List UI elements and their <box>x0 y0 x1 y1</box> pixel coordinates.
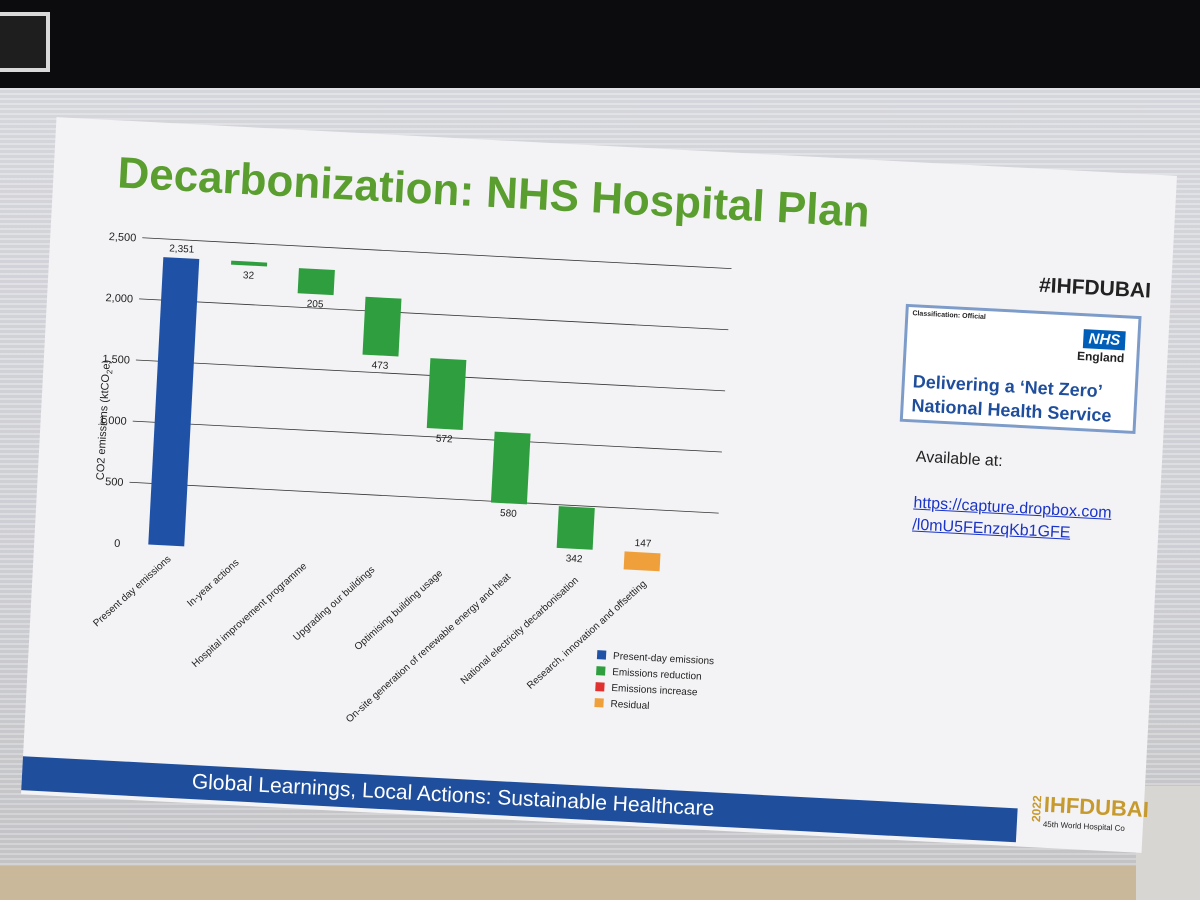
nhs-logo-subtitle: England <box>1076 348 1125 366</box>
legend-swatch <box>595 682 605 692</box>
waterfall-bar <box>556 506 595 550</box>
x-tick-label: On-site generation of renewable energy a… <box>344 571 513 725</box>
y-tick-label: 2,500 <box>108 231 136 244</box>
data-label: 342 <box>565 553 583 565</box>
data-label: 147 <box>634 538 652 550</box>
waterfall-bar <box>297 268 335 296</box>
legend-swatch <box>594 698 604 708</box>
waterfall-bar <box>623 551 661 572</box>
ihf-tagline: 45th World Hospital Co <box>1042 819 1126 833</box>
x-tick-label: Present day emissions <box>91 554 173 629</box>
hashtag: #IHFDUBAI <box>1038 273 1152 303</box>
ihf-name: IHFDUBAI <box>1043 791 1150 823</box>
stage-floor <box>0 866 1200 900</box>
waterfall-chart: 2,500 2,000 1,500 1,000 500 0 2,351 32 205 473 57… <box>91 231 732 725</box>
waterfall-bar <box>426 358 467 430</box>
ihf-year: 2022 <box>1028 795 1045 823</box>
nhs-report-card[interactable]: Classification: Official NHS England Del… <box>899 303 1142 435</box>
data-label: 32 <box>243 270 255 282</box>
ihf-dubai-logo: 2022 IHFDUBAI 45th World Hospital Co <box>1028 789 1150 851</box>
legend-label: Emissions increase <box>611 683 698 699</box>
waterfall-bar <box>231 260 268 267</box>
data-label: 473 <box>371 360 389 372</box>
available-at-label: Available at: <box>915 448 1004 471</box>
y-tick-layer: 2,500 2,000 1,500 1,000 500 0 <box>99 231 137 550</box>
x-tick-label: National electricity decarbonisation <box>459 575 581 687</box>
classification-label: Classification: Official <box>912 310 987 322</box>
y-tick-label: 500 <box>105 476 124 489</box>
slide: Decarbonization: NHS Hospital Plan #IHFD… <box>21 117 1177 853</box>
x-tick-label: Hospital improvement programme <box>190 561 310 670</box>
ceiling-light-left <box>0 12 50 72</box>
value-label-layer: 2,351 32 205 473 572 580 342 147 <box>169 243 652 565</box>
y-tick-label: 1,000 <box>99 414 127 427</box>
data-label: 580 <box>500 508 518 520</box>
waterfall-bar <box>148 257 200 547</box>
bar-layer <box>148 257 661 572</box>
x-tick-label: In-year actions <box>185 557 241 609</box>
podium <box>1136 786 1200 900</box>
legend-swatch <box>596 666 606 676</box>
report-headline: Delivering a ‘Net Zero’ National Health … <box>911 371 1112 426</box>
gridline <box>142 237 732 270</box>
y-axis-label: CO2 emissions (ktCO2e) <box>95 359 115 480</box>
legend-swatch <box>596 650 607 660</box>
y-tick-label: 1,500 <box>102 353 130 366</box>
nhs-logo: NHS <box>1083 329 1126 351</box>
data-label: 2,351 <box>169 243 195 255</box>
legend-label: Emissions reduction <box>612 667 702 683</box>
report-link[interactable]: https://capture.dropbox.com /l0mU5FEnzqK… <box>912 492 1112 546</box>
y-tick-label: 2,000 <box>105 292 133 305</box>
x-tick-layer: Present day emissions In-year actionsHosp… <box>91 554 648 725</box>
report-link-line2[interactable]: /l0mU5FEnzqKb1GFE <box>911 516 1071 542</box>
waterfall-bar <box>490 431 531 505</box>
legend-label: Present-day emissions <box>613 651 715 667</box>
data-label: 205 <box>306 299 324 311</box>
waterfall-bar <box>362 296 402 357</box>
gridline <box>132 420 722 453</box>
gridline <box>139 298 729 331</box>
legend-label: Residual <box>610 699 649 712</box>
data-label: 572 <box>436 434 454 446</box>
y-tick-label: 0 <box>114 538 121 550</box>
gridline <box>129 481 719 514</box>
x-tick-label: Upgrading our buildings <box>291 564 377 643</box>
